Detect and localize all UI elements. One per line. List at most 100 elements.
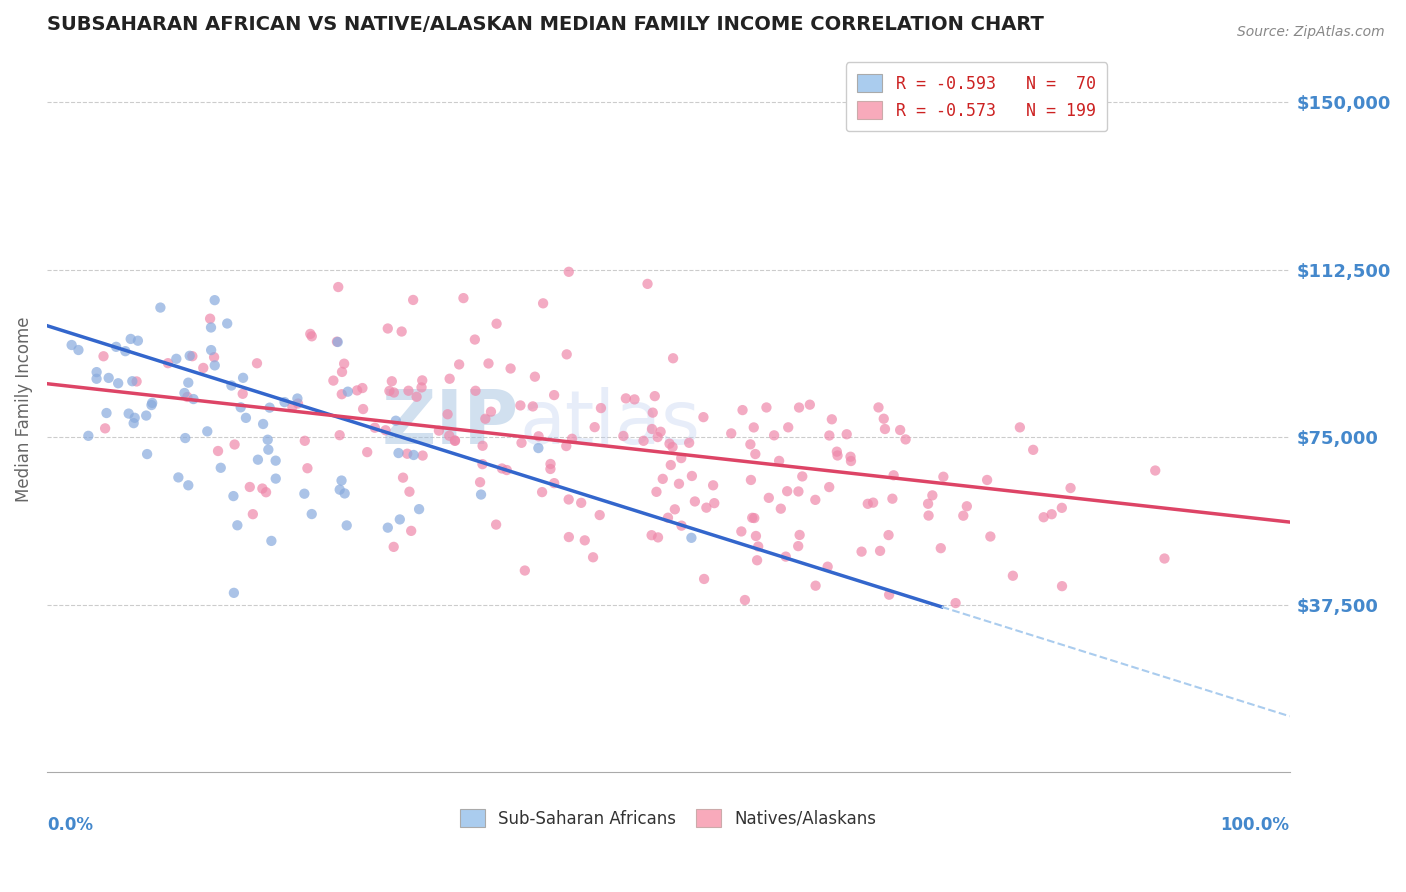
- Point: [703, 496, 725, 510]
- Point: [125, 375, 148, 389]
- Point: [734, 593, 756, 607]
- Point: [195, 425, 218, 439]
- Point: [336, 384, 359, 399]
- Point: [333, 357, 356, 371]
- Point: [818, 480, 841, 494]
- Point: [444, 434, 467, 448]
- Point: [301, 329, 323, 343]
- Point: [877, 588, 900, 602]
- Point: [917, 508, 939, 523]
- Point: [127, 334, 149, 348]
- Point: [776, 484, 799, 499]
- Point: [449, 358, 471, 372]
- Point: [387, 446, 409, 460]
- Point: [1050, 500, 1073, 515]
- Point: [540, 457, 562, 471]
- Point: [412, 449, 434, 463]
- Point: [377, 521, 399, 535]
- Point: [229, 401, 252, 415]
- Point: [527, 441, 550, 455]
- Point: [956, 500, 979, 514]
- Point: [149, 301, 172, 315]
- Point: [633, 434, 655, 448]
- Point: [232, 371, 254, 385]
- Point: [471, 457, 494, 471]
- Point: [124, 410, 146, 425]
- Point: [582, 550, 605, 565]
- Point: [1050, 579, 1073, 593]
- Point: [330, 387, 353, 401]
- Point: [385, 414, 408, 428]
- Point: [256, 433, 278, 447]
- Point: [485, 517, 508, 532]
- Point: [1022, 442, 1045, 457]
- Point: [411, 380, 433, 394]
- Point: [330, 365, 353, 379]
- Point: [200, 320, 222, 334]
- Point: [825, 444, 848, 458]
- Point: [114, 344, 136, 359]
- Point: [381, 374, 404, 388]
- Point: [745, 553, 768, 567]
- Point: [623, 392, 645, 407]
- Point: [453, 291, 475, 305]
- Point: [531, 485, 554, 500]
- Point: [742, 511, 765, 525]
- Point: [789, 528, 811, 542]
- Point: [821, 412, 844, 426]
- Point: [260, 533, 283, 548]
- Point: [921, 488, 943, 502]
- Point: [510, 435, 533, 450]
- Point: [174, 431, 197, 445]
- Point: [744, 447, 766, 461]
- Point: [177, 478, 200, 492]
- Point: [378, 384, 401, 398]
- Point: [287, 396, 309, 410]
- Point: [224, 437, 246, 451]
- Point: [294, 434, 316, 448]
- Point: [94, 421, 117, 435]
- Point: [522, 400, 544, 414]
- Point: [183, 392, 205, 406]
- Point: [839, 450, 862, 464]
- Y-axis label: Median Family Income: Median Family Income: [15, 317, 32, 502]
- Point: [538, 462, 561, 476]
- Point: [221, 378, 243, 392]
- Point: [818, 428, 841, 442]
- Point: [775, 549, 797, 564]
- Point: [382, 385, 405, 400]
- Point: [382, 540, 405, 554]
- Point: [427, 424, 450, 438]
- Point: [439, 372, 461, 386]
- Point: [543, 388, 565, 402]
- Point: [485, 317, 508, 331]
- Point: [730, 524, 752, 539]
- Point: [945, 596, 967, 610]
- Point: [495, 463, 517, 477]
- Point: [464, 384, 486, 398]
- Point: [464, 333, 486, 347]
- Point: [326, 334, 349, 349]
- Point: [209, 460, 232, 475]
- Point: [136, 447, 159, 461]
- Point: [257, 442, 280, 457]
- Point: [60, 338, 83, 352]
- Point: [768, 454, 790, 468]
- Point: [281, 400, 304, 414]
- Point: [569, 496, 592, 510]
- Point: [330, 474, 353, 488]
- Point: [692, 410, 714, 425]
- Point: [301, 507, 323, 521]
- Point: [681, 469, 703, 483]
- Legend: Sub-Saharan Africans, Natives/Alaskans: Sub-Saharan Africans, Natives/Alaskans: [451, 801, 884, 837]
- Point: [105, 340, 128, 354]
- Point: [681, 531, 703, 545]
- Point: [1059, 481, 1081, 495]
- Point: [333, 486, 356, 500]
- Point: [398, 384, 420, 398]
- Point: [402, 448, 425, 462]
- Point: [173, 386, 195, 401]
- Point: [86, 365, 108, 379]
- Point: [352, 402, 374, 417]
- Point: [491, 461, 513, 475]
